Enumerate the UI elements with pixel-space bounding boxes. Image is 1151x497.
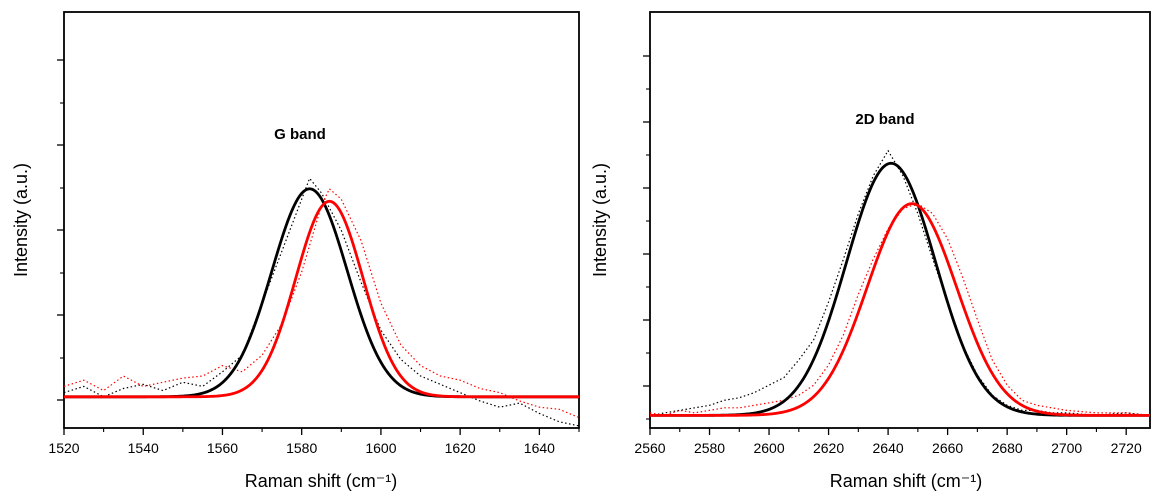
2d-band-gaussian-fit-line — [650, 202, 1150, 417]
g-band-x-tick-label: 1520 — [48, 440, 79, 456]
2d-band-x-tick-label: 2560 — [634, 440, 665, 456]
g-band-plot-frame — [63, 11, 580, 429]
2d-band-x-ticks: 2560 2580 2600 2620 2640 2660 2680 2700 2720 — [634, 428, 1142, 456]
g-band-y-axis-title: Intensity (a.u.) — [11, 163, 31, 277]
2d-band-x-tick-label: 2680 — [992, 440, 1023, 456]
g-band-panel: 1520 1540 1560 1580 1600 1620 1640 G band Inte… — [11, 11, 580, 491]
2d-band-x-tick-label: 2720 — [1111, 440, 1142, 456]
g-band-raw-spectrum-line — [63, 188, 580, 419]
g-band-raw-spectrum-line — [63, 177, 580, 427]
2d-band-x-tick-label: 2580 — [694, 440, 725, 456]
g-band-x-ticks: 1520 1540 1560 1580 1600 1620 1640 — [48, 428, 580, 456]
2d-band-gaussian-fit-line — [650, 161, 1150, 417]
2d-band-plot-area — [649, 150, 1151, 417]
2d-band-y-ticks — [643, 55, 650, 420]
g-band-x-tick-label: 1600 — [365, 440, 396, 456]
g-band-gaussian-fit-line — [64, 187, 579, 399]
g-band-y-ticks — [57, 59, 64, 401]
2d-band-annotation: 2D band — [855, 111, 914, 128]
2d-band-plot-frame — [649, 11, 1151, 429]
2d-band-raw-spectrum-line — [649, 203, 1151, 416]
2d-band-y-axis-title: Intensity (a.u.) — [590, 163, 610, 277]
2d-band-x-tick-label: 2700 — [1051, 440, 1082, 456]
2d-band-x-tick-label: 2600 — [753, 440, 784, 456]
g-band-x-tick-label: 1580 — [286, 440, 317, 456]
g-band-x-tick-label: 1620 — [445, 440, 476, 456]
2d-band-x-axis-title: Raman shift (cm⁻¹) — [830, 471, 983, 491]
g-band-x-tick-label: 1560 — [207, 440, 238, 456]
g-band-plot-area — [63, 177, 580, 427]
g-band-x-tick-label: 1540 — [128, 440, 159, 456]
g-band-annotation: G band — [274, 126, 326, 143]
2d-band-x-tick-label: 2620 — [813, 440, 844, 456]
g-band-x-tick-label: 1640 — [524, 440, 555, 456]
2d-band-x-tick-label: 2660 — [932, 440, 963, 456]
2d-band-x-tick-label: 2640 — [873, 440, 904, 456]
g-band-x-axis-title: Raman shift (cm⁻¹) — [245, 471, 398, 491]
g-band-gaussian-fit-line — [64, 199, 579, 399]
2d-band-raw-spectrum-line — [649, 150, 1151, 416]
2d-band-panel: 2560 2580 2600 2620 2640 2660 2680 2700 2720 2D … — [590, 11, 1151, 491]
